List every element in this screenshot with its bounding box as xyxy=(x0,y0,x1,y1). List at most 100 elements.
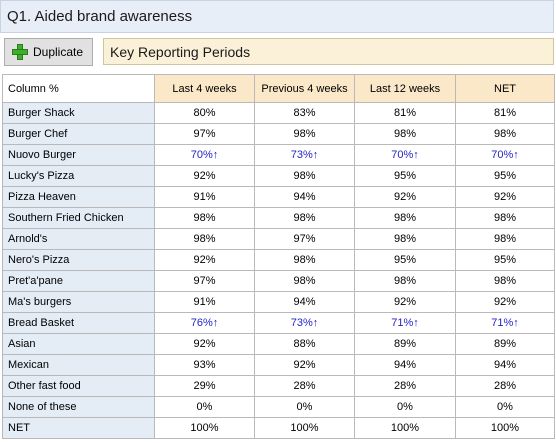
table-cell[interactable]: 29% xyxy=(154,375,255,397)
table-cell[interactable]: 98% xyxy=(154,228,255,250)
row-label[interactable]: Nero's Pizza xyxy=(2,249,155,271)
table-cell[interactable]: 92% xyxy=(154,249,255,271)
table-row: Southern Fried Chicken 98% 98% 98% 98% xyxy=(2,207,555,229)
row-label[interactable]: Nuovo Burger xyxy=(2,144,155,166)
row-label[interactable]: Mexican xyxy=(2,354,155,376)
table-cell[interactable]: 94% xyxy=(254,291,355,313)
row-label[interactable]: None of these xyxy=(2,396,155,418)
table-cell[interactable]: 100% xyxy=(354,417,456,439)
table-cell[interactable]: 97% xyxy=(154,123,255,145)
title-bar: Q1. Aided brand awareness xyxy=(0,0,554,33)
row-label[interactable]: Ma's burgers xyxy=(2,291,155,313)
table-cell[interactable]: 98% xyxy=(354,123,456,145)
table-row: Asian 92% 88% 89% 89% xyxy=(2,333,555,355)
table-row: Burger Shack 80% 83% 81% 81% xyxy=(2,102,555,124)
table-cell[interactable]: 94% xyxy=(254,186,355,208)
table-cell[interactable]: 100% xyxy=(154,417,255,439)
table-cell[interactable]: 93% xyxy=(154,354,255,376)
table-cell[interactable]: 92% xyxy=(154,333,255,355)
table-cell[interactable]: 98% xyxy=(455,207,555,229)
table-row: Burger Chef 97% 98% 98% 98% xyxy=(2,123,555,145)
table-cell[interactable]: 92% xyxy=(354,291,456,313)
table-cell[interactable]: 71%↑ xyxy=(354,312,456,334)
table-cell[interactable]: 91% xyxy=(154,291,255,313)
table-cell[interactable]: 100% xyxy=(254,417,355,439)
duplicate-button[interactable]: Duplicate xyxy=(4,38,93,66)
row-label[interactable]: Burger Shack xyxy=(2,102,155,124)
table-row: Lucky's Pizza 92% 98% 95% 95% xyxy=(2,165,555,187)
table-cell[interactable]: 98% xyxy=(354,270,456,292)
table-row: Other fast food 29% 28% 28% 28% xyxy=(2,375,555,397)
table-cell[interactable]: 98% xyxy=(354,207,456,229)
corner-cell: Column % xyxy=(2,74,155,103)
table-cell[interactable]: 73%↑ xyxy=(254,312,355,334)
table-cell[interactable]: 92% xyxy=(455,291,555,313)
table-cell[interactable]: 95% xyxy=(354,249,456,271)
duplicate-button-label: Duplicate xyxy=(33,45,84,59)
row-label[interactable]: Arnold's xyxy=(2,228,155,250)
table-row: Nero's Pizza 92% 98% 95% 95% xyxy=(2,249,555,271)
row-label[interactable]: Asian xyxy=(2,333,155,355)
table-cell[interactable]: 76%↑ xyxy=(154,312,255,334)
column-header[interactable]: Last 12 weeks xyxy=(354,74,456,103)
table-cell[interactable]: 98% xyxy=(254,165,355,187)
table-cell[interactable]: 73%↑ xyxy=(254,144,355,166)
table-cell[interactable]: 95% xyxy=(455,249,555,271)
table-cell[interactable]: 98% xyxy=(455,228,555,250)
table-cell[interactable]: 81% xyxy=(354,102,456,124)
table-cell[interactable]: 98% xyxy=(254,249,355,271)
table-cell[interactable]: 83% xyxy=(254,102,355,124)
table-cell[interactable]: 100% xyxy=(455,417,555,439)
table-cell[interactable]: 70%↑ xyxy=(154,144,255,166)
table-cell[interactable]: 89% xyxy=(455,333,555,355)
table-cell[interactable]: 80% xyxy=(154,102,255,124)
table-cell[interactable]: 98% xyxy=(354,228,456,250)
table-row: Pret'a'pane 97% 98% 98% 98% xyxy=(2,270,555,292)
table-cell[interactable]: 98% xyxy=(455,270,555,292)
page-title: Q1. Aided brand awareness xyxy=(7,8,193,25)
table-cell[interactable]: 95% xyxy=(354,165,456,187)
table-cell[interactable]: 92% xyxy=(455,186,555,208)
reporting-periods-label: Key Reporting Periods xyxy=(103,38,554,65)
table-cell[interactable]: 94% xyxy=(455,354,555,376)
table-cell[interactable]: 88% xyxy=(254,333,355,355)
table-cell[interactable]: 0% xyxy=(254,396,355,418)
row-label[interactable]: Lucky's Pizza xyxy=(2,165,155,187)
table-row: Arnold's 98% 97% 98% 98% xyxy=(2,228,555,250)
table-cell[interactable]: 0% xyxy=(354,396,456,418)
table-cell[interactable]: 70%↑ xyxy=(455,144,555,166)
table-cell[interactable]: 0% xyxy=(154,396,255,418)
table-cell[interactable]: 0% xyxy=(455,396,555,418)
row-label[interactable]: Bread Basket xyxy=(2,312,155,334)
table-cell[interactable]: 97% xyxy=(154,270,255,292)
column-header[interactable]: Previous 4 weeks xyxy=(254,74,355,103)
row-label[interactable]: Southern Fried Chicken xyxy=(2,207,155,229)
table-cell[interactable]: 97% xyxy=(254,228,355,250)
row-label[interactable]: NET xyxy=(2,417,155,439)
table-cell[interactable]: 92% xyxy=(254,354,355,376)
table-cell[interactable]: 98% xyxy=(254,270,355,292)
table-cell[interactable]: 95% xyxy=(455,165,555,187)
row-label[interactable]: Pret'a'pane xyxy=(2,270,155,292)
table-row: Bread Basket 76%↑ 73%↑ 71%↑ 71%↑ xyxy=(2,312,555,334)
table-cell[interactable]: 28% xyxy=(354,375,456,397)
table-cell[interactable]: 98% xyxy=(154,207,255,229)
table-cell[interactable]: 89% xyxy=(354,333,456,355)
table-cell[interactable]: 98% xyxy=(254,207,355,229)
column-header[interactable]: NET xyxy=(455,74,555,103)
table-cell[interactable]: 28% xyxy=(254,375,355,397)
table-cell[interactable]: 28% xyxy=(455,375,555,397)
table-cell[interactable]: 71%↑ xyxy=(455,312,555,334)
column-header[interactable]: Last 4 weeks xyxy=(154,74,255,103)
table-cell[interactable]: 91% xyxy=(154,186,255,208)
row-label[interactable]: Pizza Heaven xyxy=(2,186,155,208)
row-label[interactable]: Other fast food xyxy=(2,375,155,397)
table-cell[interactable]: 70%↑ xyxy=(354,144,456,166)
table-cell[interactable]: 98% xyxy=(455,123,555,145)
table-cell[interactable]: 98% xyxy=(254,123,355,145)
table-cell[interactable]: 92% xyxy=(354,186,456,208)
table-cell[interactable]: 92% xyxy=(154,165,255,187)
table-cell[interactable]: 94% xyxy=(354,354,456,376)
row-label[interactable]: Burger Chef xyxy=(2,123,155,145)
table-cell[interactable]: 81% xyxy=(455,102,555,124)
